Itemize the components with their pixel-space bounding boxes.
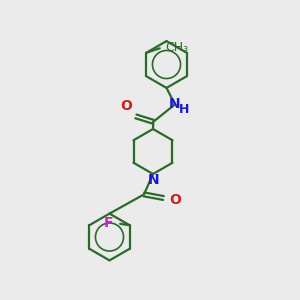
Text: CH₃: CH₃ <box>166 41 189 54</box>
Text: N: N <box>148 173 159 187</box>
Text: O: O <box>120 99 132 113</box>
Text: F: F <box>104 216 113 230</box>
Text: N: N <box>169 98 181 111</box>
Text: O: O <box>169 193 181 206</box>
Text: H: H <box>179 103 190 116</box>
